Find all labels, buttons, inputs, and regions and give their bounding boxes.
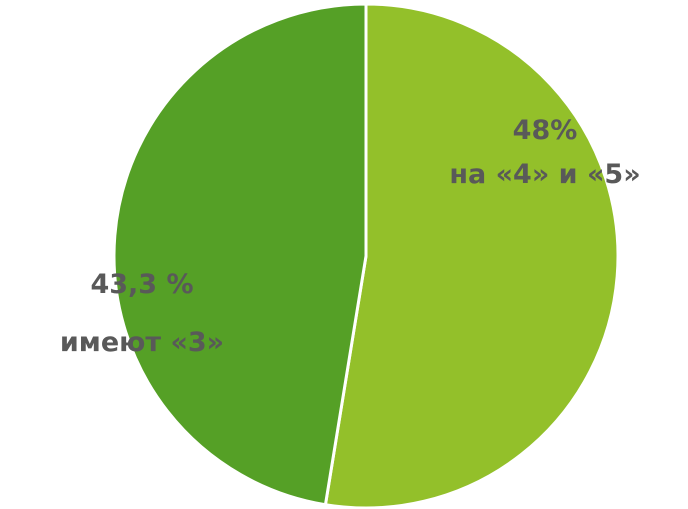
slice-percent-label-2: 43,3 % <box>90 269 193 300</box>
slice-percent-label-1: 48% <box>513 115 578 146</box>
slice-text-label-1: на «4» и «5» <box>449 159 640 190</box>
pie-slices <box>112 2 620 509</box>
slice-label-top-performers: 48% на «4» и «5» <box>449 115 640 190</box>
pie-slice-1 <box>323 2 620 509</box>
slice-text-label-2: имеют «3» <box>60 327 224 358</box>
slice-label-grade-3: 43,3 % имеют «3» <box>60 269 224 358</box>
pie-slice-2 <box>112 2 368 507</box>
